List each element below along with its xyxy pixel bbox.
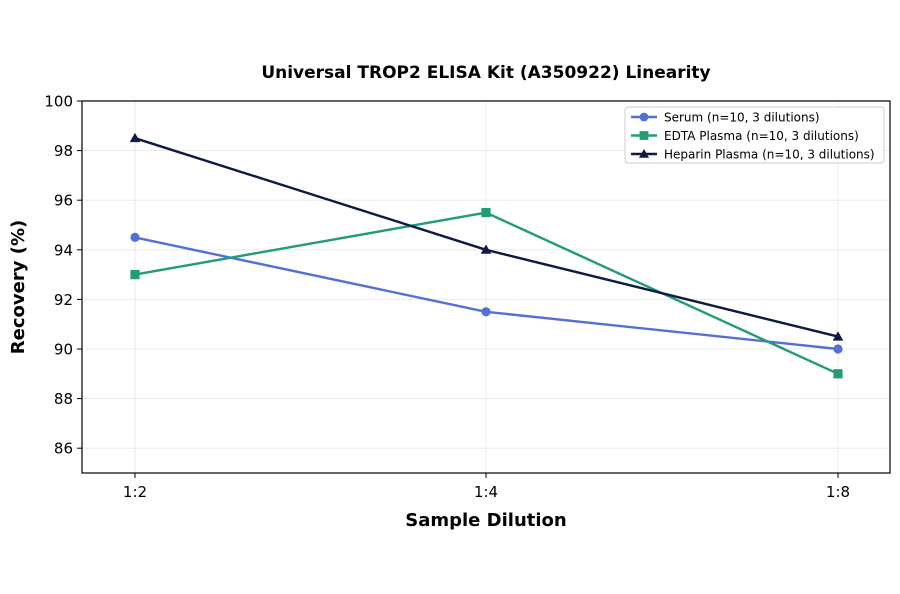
data-point <box>129 132 141 143</box>
data-point <box>130 232 140 242</box>
y-tick-label: 96 <box>54 192 73 210</box>
legend-item: EDTA Plasma (n=10, 3 dilutions) <box>631 129 859 143</box>
series-line <box>134 211 839 375</box>
legend-label: Serum (n=10, 3 dilutions) <box>664 110 820 124</box>
x-tick-label: 1:4 <box>474 483 498 501</box>
y-axis-label: Recovery (%) <box>8 220 29 354</box>
data-point <box>481 208 491 218</box>
x-tick-label: 1:2 <box>123 483 147 501</box>
y-tick-label: 100 <box>44 93 73 111</box>
data-point <box>480 244 492 254</box>
data-point <box>481 307 491 317</box>
legend-box <box>624 106 885 164</box>
legend-item: Heparin Plasma (n=10, 3 dilutions) <box>631 147 875 161</box>
y-tick-label: 88 <box>54 390 73 408</box>
legend-marker <box>639 112 649 122</box>
data-point <box>130 270 140 280</box>
legend: Serum (n=10, 3 dilutions) EDTA Plasma (n=… <box>624 106 885 164</box>
chart-title: Universal TROP2 ELISA Kit (A350922) Line… <box>261 63 710 83</box>
x-tick-label: 1:8 <box>826 483 850 501</box>
y-tick-label: 86 <box>54 440 73 458</box>
legend-item: Serum (n=10, 3 dilutions) <box>631 110 820 124</box>
legend-marker <box>638 148 650 158</box>
series-line <box>134 236 839 351</box>
series-square <box>130 208 843 379</box>
series-line <box>134 137 839 338</box>
ticks: 86 88 90 92 94 96 98 100 1:2 1:4 1:8 <box>44 93 850 502</box>
series-circle <box>130 232 843 354</box>
x-axis-label: Sample Dilution <box>405 510 566 531</box>
legend-label: EDTA Plasma (n=10, 3 dilutions) <box>664 129 859 143</box>
y-tick-label: 98 <box>54 142 73 160</box>
y-tick-label: 92 <box>54 291 73 309</box>
series-triangle <box>129 132 844 341</box>
data-point <box>833 369 843 379</box>
legend-label: Heparin Plasma (n=10, 3 dilutions) <box>664 147 875 161</box>
data-point <box>833 344 843 354</box>
data-point <box>832 331 844 341</box>
y-tick-label: 94 <box>54 241 73 259</box>
legend-marker <box>639 131 649 140</box>
series-layer <box>129 132 844 379</box>
y-tick-label: 90 <box>54 341 73 359</box>
